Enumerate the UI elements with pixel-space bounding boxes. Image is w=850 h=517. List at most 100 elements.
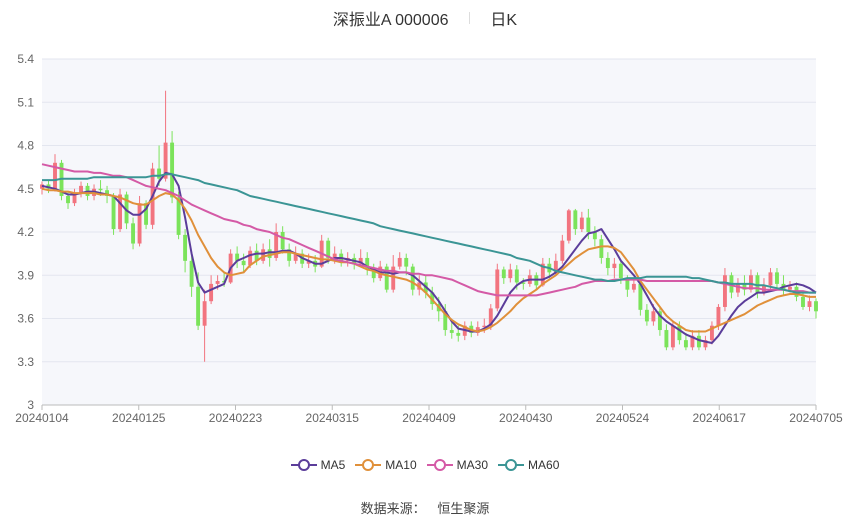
y-tick-label: 4.8	[17, 139, 34, 153]
candle-body	[183, 234, 188, 261]
candle-body	[241, 260, 246, 266]
candle	[280, 226, 285, 254]
candle	[638, 281, 643, 316]
candle	[599, 234, 604, 264]
candle-body	[488, 308, 493, 326]
candle-body	[814, 301, 818, 312]
y-tick-label: 4.5	[17, 182, 34, 196]
candle-body	[137, 203, 142, 244]
candle-body	[157, 168, 162, 179]
series-line-ma60	[42, 173, 816, 294]
candle	[807, 295, 812, 312]
candle-body	[365, 257, 370, 270]
candle-body	[475, 327, 480, 333]
data-source: 数据来源： 恒生聚源	[0, 498, 850, 517]
candle-body	[105, 190, 109, 196]
candle-body	[482, 325, 487, 328]
candle-body	[371, 269, 376, 279]
candle	[449, 321, 454, 339]
x-tick-label: 20240617	[693, 411, 747, 425]
candle-body	[170, 142, 175, 198]
candle	[501, 266, 506, 284]
candle-body	[274, 232, 279, 258]
candle-body	[749, 275, 753, 290]
candle	[560, 234, 565, 264]
candle	[683, 332, 688, 351]
candle-body	[625, 278, 630, 290]
y-tick-label: 3.9	[17, 268, 34, 282]
candle-body	[111, 195, 116, 230]
candle	[612, 257, 617, 279]
candle	[365, 252, 370, 276]
legend-item-ma10[interactable]: MA10	[355, 458, 417, 472]
candle-body	[716, 306, 721, 326]
candle	[118, 188, 123, 232]
candle	[495, 263, 500, 312]
candle-body	[443, 311, 448, 331]
candle	[72, 188, 77, 207]
candle-body	[807, 301, 812, 307]
legend-item-ma5[interactable]: MA5	[290, 458, 345, 472]
period-title: 日K	[490, 12, 518, 29]
candle-body	[788, 286, 792, 290]
candle-body	[176, 197, 181, 235]
legend-marker-icon	[426, 459, 453, 471]
candle-body	[53, 162, 57, 189]
candle-body	[677, 325, 682, 341]
legend-item-ma30[interactable]: MA30	[426, 458, 488, 472]
candle-body	[254, 250, 259, 261]
candle	[111, 193, 116, 235]
candle-body	[514, 269, 519, 283]
candle-body	[293, 253, 298, 261]
candle-body	[768, 272, 773, 286]
y-tick-label: 5.4	[17, 52, 34, 66]
candles-group	[40, 90, 818, 362]
candle	[183, 229, 188, 273]
x-tick-label: 20240409	[402, 411, 456, 425]
legend-marker-icon	[355, 459, 382, 471]
candle-body	[612, 263, 617, 269]
candle	[241, 253, 246, 273]
candle-body	[202, 301, 207, 326]
candle-body	[384, 266, 389, 290]
series-line-ma10	[41, 187, 816, 333]
chart-legend: MA5 MA10 MA30 MA60	[0, 458, 850, 475]
candle-body	[742, 283, 747, 290]
candle-body	[72, 193, 77, 204]
x-tick-label: 20240315	[306, 411, 360, 425]
candle	[722, 268, 727, 312]
candle	[443, 304, 448, 336]
candle-body	[801, 296, 805, 307]
candle	[358, 249, 363, 267]
y-tick-label: 3	[27, 398, 34, 412]
x-tick-label: 20240223	[209, 411, 263, 425]
legend-item-ma60[interactable]: MA60	[498, 458, 559, 472]
candle-body	[696, 335, 701, 348]
candle-body	[267, 249, 272, 258]
y-tick-label: 5.1	[17, 95, 34, 109]
candle-body	[560, 240, 565, 261]
candle	[163, 90, 168, 182]
candle-body	[326, 240, 331, 258]
candle-body	[508, 269, 513, 279]
candle	[775, 268, 779, 290]
candle	[657, 306, 662, 336]
candle	[814, 298, 818, 319]
candle	[384, 263, 389, 293]
candle	[508, 263, 513, 283]
candle	[566, 208, 571, 244]
candle	[79, 181, 83, 198]
candle-body	[599, 239, 604, 258]
candle-body	[553, 260, 558, 273]
candle-body	[638, 283, 643, 310]
candle-body	[657, 311, 662, 331]
legend-label: MA60	[528, 458, 560, 472]
candle	[605, 252, 610, 276]
y-tick-label: 4.2	[17, 225, 34, 239]
candle-body	[215, 281, 220, 284]
candle	[579, 211, 584, 232]
candle-body	[579, 217, 584, 230]
candle-body	[456, 332, 461, 336]
candle-body	[306, 260, 311, 264]
candle-body	[586, 217, 591, 232]
